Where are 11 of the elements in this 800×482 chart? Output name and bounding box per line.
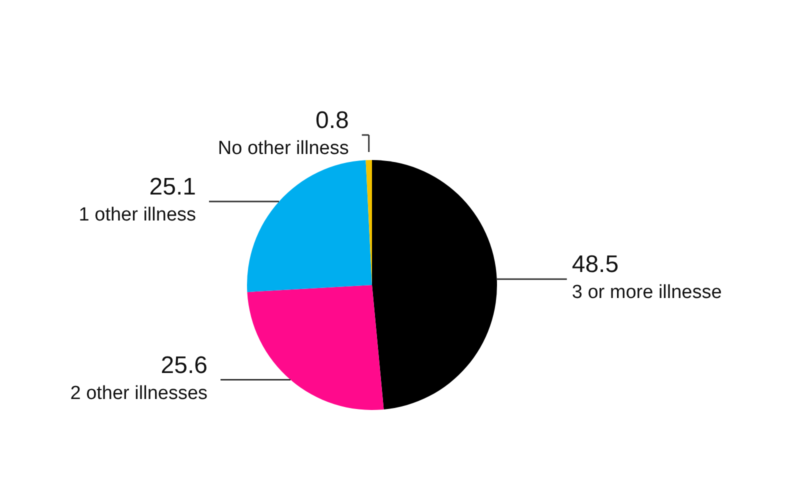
data-label: 25.1 — [149, 173, 196, 200]
data-label: 48.5 — [572, 251, 619, 278]
pie-slice — [247, 285, 384, 410]
slice-label: 3 or more illnesse — [572, 282, 722, 304]
pie-slice — [247, 160, 372, 292]
pie-slice — [372, 160, 497, 410]
data-label: 0.8 — [315, 107, 349, 134]
slice-label: 2 other illnesses — [70, 382, 208, 404]
slice-label: No other illness — [218, 138, 349, 159]
data-label: 25.6 — [160, 352, 208, 379]
slice-label: 1 other illness — [78, 204, 196, 226]
